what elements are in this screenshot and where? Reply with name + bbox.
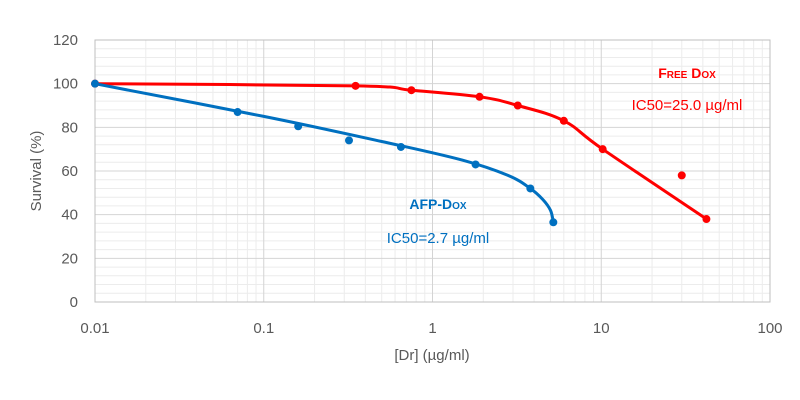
afp-dox-ic50: IC50=2.7 µg/ml (387, 230, 489, 247)
afp-dox-label: AFP-Dox (409, 196, 467, 212)
afp-dox-point (344, 136, 353, 145)
afp-dox-point (233, 108, 242, 117)
x-tick-label: 0.1 (253, 320, 274, 337)
series-lines (93, 82, 708, 224)
free-dox-point (702, 215, 711, 224)
x-tick-label: 100 (757, 320, 782, 337)
free-dox-annotation: Free Dox IC50=25.0 µg/ml (632, 65, 743, 114)
y-tick-label: 120 (53, 32, 78, 49)
free-dox-point (559, 116, 568, 125)
x-tick-label: 1 (428, 320, 436, 337)
free-dox-point (513, 101, 522, 110)
y-tick-label: 0 (70, 294, 78, 311)
x-tick-label: 10 (593, 320, 610, 337)
y-tick-label: 60 (61, 163, 78, 180)
afp-dox-point (396, 142, 405, 151)
y-tick-label: 40 (61, 207, 78, 224)
y-tick-label: 100 (53, 76, 78, 93)
afp-dox-point (526, 184, 535, 193)
free-dox-curve (93, 82, 708, 221)
series-points (91, 79, 711, 227)
free-dox-label: Free Dox (658, 65, 716, 81)
free-dox-ic50: IC50=25.0 µg/ml (632, 97, 743, 114)
afp-dox-point (91, 79, 99, 88)
x-axis-title: [Dr] (µg/ml) (394, 347, 469, 364)
afp-dox-point (294, 122, 303, 131)
free-dox-point (475, 92, 484, 101)
free-dox-point (598, 145, 607, 154)
afp-dox-annotation: AFP-Dox IC50=2.7 µg/ml (387, 196, 489, 247)
y-tick-label: 80 (61, 119, 78, 136)
afp-dox-point (471, 160, 480, 169)
afp-dox-curve (93, 82, 555, 224)
free-dox-point (407, 86, 416, 95)
plot-border (94, 39, 771, 303)
x-tick-label: 0.01 (80, 320, 109, 337)
plot-area (94, 39, 771, 303)
free-dox-point (677, 171, 686, 180)
free-dox-point (351, 81, 360, 90)
y-tick-labels: 0 20 40 60 80 100 120 (53, 32, 78, 311)
x-tick-labels: 0.01 0.1 1 10 100 (80, 320, 782, 337)
y-axis-title: Survival (%) (28, 131, 45, 212)
afp-dox-point (549, 218, 558, 227)
y-tick-label: 20 (61, 250, 78, 267)
